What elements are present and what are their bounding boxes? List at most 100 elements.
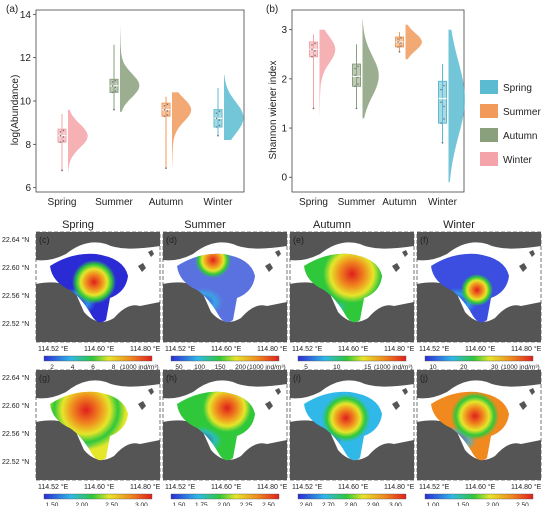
data-point bbox=[166, 110, 169, 112]
land-label: LF bbox=[386, 424, 392, 430]
legend-label: Spring bbox=[503, 83, 532, 94]
land-label: LF bbox=[513, 286, 519, 292]
data-point bbox=[163, 115, 166, 117]
violin-density bbox=[68, 109, 88, 173]
panel-label-b: (b) bbox=[266, 4, 278, 15]
land-north bbox=[163, 232, 287, 261]
x-tick-label: Summer bbox=[338, 197, 376, 208]
colorbar-tick: 50 bbox=[175, 364, 183, 371]
lon-label: 114.60 °E bbox=[211, 483, 242, 491]
map-panel-c: LF (c) 114.52 °E 114.60 °E 114.80 °E 2 4 6 8 (100… bbox=[35, 231, 161, 371]
violin-summer bbox=[395, 24, 422, 60]
land-label: LF bbox=[386, 286, 392, 292]
contour-hotspot bbox=[195, 253, 231, 278]
map-panel-h: LF (h) 114.52 °E 114.60 °E 114.80 °E 1.50 1.75… bbox=[162, 369, 288, 506]
colorbar-tick: 2.50 bbox=[262, 502, 275, 506]
lon-label: 114.52 °E bbox=[419, 483, 450, 491]
contour-hotspot bbox=[451, 392, 499, 440]
lat-label: 22.60 °N bbox=[2, 264, 29, 272]
lon-label: 114.80 °E bbox=[511, 345, 542, 353]
colorbar-tick: 2.60 bbox=[300, 502, 313, 506]
colorbar bbox=[424, 355, 534, 362]
lat-label: 22.56 °N bbox=[2, 292, 29, 300]
violin-density bbox=[120, 25, 140, 112]
lon-label: 114.60 °E bbox=[338, 483, 369, 491]
island bbox=[402, 250, 408, 257]
land-south bbox=[36, 420, 160, 480]
colorbar bbox=[43, 355, 153, 362]
y-tick-label: 14 bbox=[20, 10, 32, 21]
legend-label: Autumn bbox=[503, 131, 537, 142]
violin-autumn bbox=[352, 19, 379, 119]
land-north bbox=[417, 232, 541, 261]
colorbar-tick: 2.80 bbox=[344, 502, 357, 506]
colorbar-tick: 10 bbox=[429, 364, 437, 371]
data-point bbox=[217, 134, 219, 137]
colorbar-unit: (1000 ind/m³) bbox=[374, 364, 413, 371]
panel-label-a: (a) bbox=[6, 4, 18, 15]
x-tick-label: Autumn bbox=[382, 197, 416, 208]
land-label: LF bbox=[259, 424, 265, 430]
colorbar-tick: 2.00 bbox=[75, 502, 88, 506]
x-tick-label: Autumn bbox=[149, 197, 183, 208]
lon-label: 114.80 °E bbox=[384, 483, 415, 491]
lon-label: 114.80 °E bbox=[130, 483, 161, 491]
island bbox=[402, 388, 408, 395]
colorbar-unit: (1000 ind/m³) bbox=[120, 364, 159, 371]
data-point bbox=[166, 103, 169, 106]
colorbar bbox=[170, 355, 280, 362]
data-point bbox=[314, 50, 316, 52]
colorbar-tick: 4 bbox=[71, 364, 75, 371]
legend-swatch bbox=[480, 128, 498, 142]
data-point bbox=[311, 48, 313, 51]
legend-swatch bbox=[480, 152, 498, 166]
colorbar-tick: 1.50 bbox=[456, 502, 469, 506]
violin-density bbox=[448, 29, 465, 183]
colorbar-tick: 20 bbox=[460, 364, 468, 371]
map-panel-label: (f) bbox=[420, 235, 429, 245]
data-point bbox=[314, 42, 316, 45]
island bbox=[265, 263, 273, 272]
land-label: LF bbox=[259, 286, 265, 292]
data-point bbox=[357, 76, 359, 79]
lat-label: 22.60 °N bbox=[2, 402, 29, 410]
lon-label: 114.80 °E bbox=[257, 483, 288, 491]
island bbox=[148, 388, 154, 395]
data-point bbox=[163, 104, 166, 107]
land-south bbox=[163, 420, 287, 480]
data-point bbox=[111, 91, 114, 94]
box bbox=[438, 80, 447, 124]
data-point bbox=[354, 67, 356, 70]
lon-label: 114.80 °E bbox=[511, 483, 542, 491]
y-tick-label: 1 bbox=[281, 124, 287, 135]
colorbar-tick: 8 bbox=[112, 364, 116, 371]
data-point bbox=[440, 88, 442, 91]
data-point bbox=[215, 117, 218, 120]
lon-label: 114.80 °E bbox=[130, 345, 161, 353]
data-point bbox=[59, 141, 62, 143]
data-point bbox=[111, 85, 114, 87]
violin-density bbox=[172, 92, 192, 171]
island bbox=[275, 388, 281, 395]
violin-density bbox=[405, 24, 422, 60]
map-panel-label: (h) bbox=[166, 373, 177, 383]
season-title: Winter bbox=[443, 219, 475, 231]
plot-frame-a bbox=[35, 9, 245, 193]
data-point bbox=[397, 46, 399, 48]
lon-label: 114.52 °E bbox=[38, 483, 69, 491]
legend: Spring Summer Autumn Winter bbox=[480, 80, 541, 166]
colorbar-tick: 1.50 bbox=[46, 502, 59, 506]
lon-label: 114.60 °E bbox=[465, 345, 496, 353]
colorbar-tick: 2.00 bbox=[217, 502, 230, 506]
colorbar-tick: 1.50 bbox=[173, 502, 186, 506]
water-field bbox=[177, 253, 255, 323]
map-panel-f: LF (f) 114.52 °E 114.60 °E 114.80 °E 10 20 30 (1… bbox=[416, 231, 542, 371]
map-panel-label: (g) bbox=[39, 373, 50, 383]
land-north bbox=[290, 370, 414, 399]
land-south bbox=[290, 282, 414, 342]
lat-label: 22.52 °N bbox=[2, 320, 29, 328]
violin-spring bbox=[213, 75, 244, 140]
island bbox=[148, 250, 154, 257]
data-point bbox=[113, 108, 115, 111]
data-point bbox=[440, 101, 442, 104]
